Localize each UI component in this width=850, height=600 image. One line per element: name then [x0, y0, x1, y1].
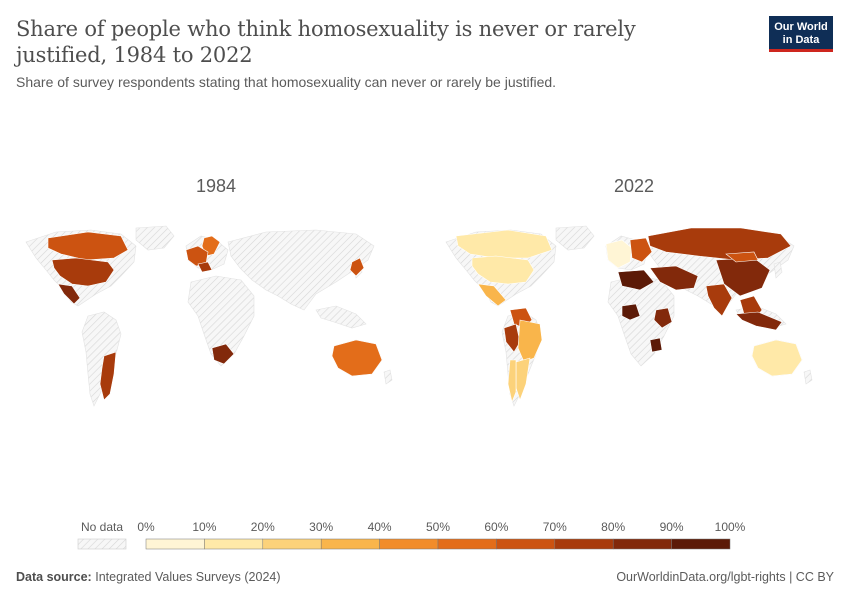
region-western-europe[interactable]: Western Europe: 8% [605, 239, 633, 269]
legend-tick-label: 40% [368, 520, 392, 534]
owid-logo[interactable]: Our World in Data [769, 16, 833, 52]
legend-swatch [320, 538, 380, 550]
region-indonesia[interactable]: Indonesia: 85% [735, 311, 783, 331]
no-data-land [227, 229, 375, 311]
data-source-label: Data source: [16, 570, 92, 584]
no-data-land [315, 305, 367, 329]
region-australia[interactable]: Australia: 15% [751, 339, 803, 377]
region-mongolia[interactable]: Mongolia: 65% [725, 251, 759, 263]
region-mexico[interactable]: Mexico: 35% [477, 283, 507, 307]
legend-tick-label: 80% [601, 520, 625, 534]
legend-swatch [145, 538, 205, 550]
chart-subtitle: Share of survey respondents stating that… [16, 74, 557, 90]
region-russia[interactable]: Russia: 78% [647, 227, 792, 261]
legend-swatch [437, 538, 497, 550]
legend-swatch [612, 538, 672, 550]
legend-swatch [262, 538, 322, 550]
legend-no-data-label: No data [81, 520, 123, 534]
region-south-africa[interactable]: South Africa: 85% [211, 343, 235, 365]
region-mexico[interactable]: Mexico: 80% [57, 283, 81, 305]
region-peru[interactable]: Peru: 70% [503, 323, 521, 353]
legend-tick-label: 10% [192, 520, 216, 534]
source-url-license[interactable]: OurWorldinData.org/lgbt-rights | CC BY [616, 570, 834, 584]
region-australia[interactable]: Australia: 55% [331, 339, 383, 377]
region-nigeria[interactable]: Nigeria: 92% [621, 303, 641, 321]
legend-swatch [496, 538, 556, 550]
region-canada[interactable]: Canada: 12% [455, 229, 553, 259]
no-data-land [803, 369, 813, 385]
legend-tick-label: 20% [251, 520, 275, 534]
no-data-land [555, 225, 595, 251]
data-source: Data source: Integrated Values Surveys (… [16, 570, 281, 584]
region-north-africa[interactable]: North Africa: 92% [617, 269, 655, 291]
legend-swatch [379, 538, 439, 550]
legend-tick-label: 60% [484, 520, 508, 534]
legend-swatch [671, 538, 731, 550]
map-1984: 1984 Canada: 65%United States: 75%Mexico:… [25, 176, 393, 407]
no-data-land [135, 225, 175, 251]
region-canada[interactable]: Canada: 65% [47, 231, 129, 261]
map-year-label: 1984 [196, 176, 236, 196]
region-united-states[interactable]: United States: 75% [51, 257, 115, 287]
legend-tick-label: 0% [137, 520, 155, 534]
region-argentina[interactable]: Argentina: 25% [515, 357, 531, 401]
logo-line-2: in Data [782, 34, 820, 46]
map-2022: 2022 Canada: 12%United States: 18%Mexico:… [445, 176, 813, 407]
legend-tick-label: 30% [309, 520, 333, 534]
region-zimbabwe[interactable]: Zimbabwe: 92% [649, 337, 663, 353]
region-eastern-europe[interactable]: Eastern Europe: 62% [629, 237, 653, 263]
data-source-text: Integrated Values Surveys (2024) [95, 570, 281, 584]
no-data-land [81, 311, 122, 407]
legend-tick-label: 50% [426, 520, 450, 534]
map-year-label: 2022 [614, 176, 654, 196]
region-middle-east[interactable]: Middle East: 88% [649, 265, 699, 291]
legend-no-data-swatch [77, 538, 127, 550]
region-brazil[interactable]: Brazil: 35% [517, 319, 543, 363]
legend-swatch [554, 538, 614, 550]
no-data-land [383, 369, 393, 385]
legend-swatch [204, 538, 264, 550]
region-southern-europe[interactable]: Southern Europe: 70% [197, 261, 213, 273]
logo-line-1: Our World [774, 21, 828, 33]
region-united-states[interactable]: United States: 18% [471, 255, 535, 285]
region-ethiopia[interactable]: Ethiopia: 88% [653, 307, 673, 329]
chart-title: Share of people who think homosexuality … [16, 17, 636, 67]
no-data-land [773, 261, 783, 279]
region-chile[interactable]: Chile: 20% [507, 359, 517, 404]
region-argentina[interactable]: Argentina: 72% [99, 351, 117, 401]
legend-tick-label: 70% [543, 520, 567, 534]
region-japan[interactable]: Japan: 65% [349, 257, 365, 277]
legend-tick-label: 90% [660, 520, 684, 534]
legend-tick-label: 100% [715, 520, 746, 534]
